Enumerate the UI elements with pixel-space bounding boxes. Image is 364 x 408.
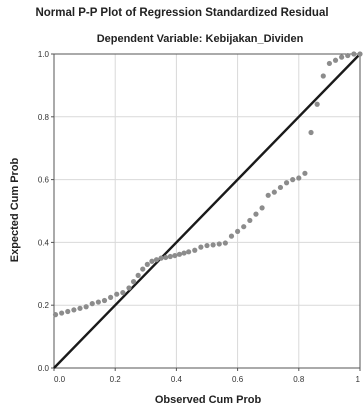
reference-line	[53, 53, 361, 369]
x-tick-label: 0.0	[54, 375, 66, 384]
data-point	[149, 258, 155, 264]
data-point	[339, 54, 345, 60]
data-point	[345, 52, 351, 59]
data-point	[271, 189, 277, 195]
x-tick-label: 0.4	[171, 375, 183, 384]
y-tick-label: 0.4	[38, 238, 50, 247]
data-point	[176, 251, 183, 257]
data-point	[101, 297, 108, 304]
data-point	[277, 184, 284, 191]
x-tick-label: 0.6	[232, 375, 244, 384]
data-point	[228, 233, 235, 239]
data-point	[95, 299, 101, 305]
y-tick-label: 0.6	[38, 176, 50, 185]
data-point	[332, 57, 339, 63]
data-point	[351, 51, 357, 57]
y-tick-label: 0.0	[38, 364, 50, 373]
data-point	[59, 310, 65, 316]
data-point	[216, 241, 222, 247]
data-point	[198, 244, 204, 250]
x-tick-label: 1	[356, 375, 361, 384]
data-point	[108, 294, 114, 300]
data-point	[77, 305, 83, 311]
data-point	[140, 266, 146, 272]
data-point	[204, 242, 210, 249]
data-point	[126, 285, 132, 291]
y-axis-title: Expected Cum Prob	[9, 157, 21, 262]
data-point	[167, 253, 173, 260]
data-point	[71, 307, 77, 313]
data-point	[172, 252, 178, 259]
data-point	[135, 272, 141, 278]
data-point	[144, 261, 150, 267]
grid-lines	[54, 54, 360, 368]
data-point	[241, 224, 247, 230]
data-points	[52, 51, 363, 318]
data-point	[296, 175, 302, 181]
data-point	[265, 192, 271, 198]
data-point	[283, 180, 290, 186]
data-point	[247, 217, 253, 224]
data-point	[89, 301, 95, 307]
y-tick-label: 0.2	[38, 301, 50, 310]
chart-subtitle: Dependent Variable: Kebijakan_Dividen	[97, 33, 304, 45]
data-point	[158, 255, 164, 261]
data-point	[259, 205, 265, 211]
data-point	[52, 312, 59, 318]
chart-title: Normal P-P Plot of Regression Standardiz…	[35, 7, 328, 19]
data-point	[153, 257, 160, 263]
x-tick-label: 0.2	[110, 375, 122, 384]
data-point	[83, 304, 89, 310]
data-point	[210, 242, 216, 248]
x-tick-label: 0.8	[293, 375, 305, 384]
data-point	[302, 170, 308, 176]
data-point	[222, 240, 228, 246]
data-point	[192, 247, 198, 253]
plot-frame	[53, 53, 361, 369]
data-point	[181, 250, 187, 256]
data-point	[290, 177, 296, 183]
data-point	[314, 101, 320, 107]
axis-ticks: 0.0 0.2 0.4 0.6 0.8 1 0.0 0.2 0.4 0.6 0.8 1.0	[38, 50, 361, 384]
data-point	[308, 129, 314, 136]
data-point	[235, 228, 241, 235]
data-point	[120, 290, 126, 296]
data-point	[326, 60, 332, 67]
y-tick-label: 1.0	[38, 50, 50, 59]
data-point	[130, 279, 137, 285]
data-point	[253, 211, 259, 217]
x-axis-title: Observed Cum Prob	[155, 394, 262, 406]
data-point	[320, 73, 326, 79]
data-point	[114, 291, 120, 297]
y-tick-label: 0.8	[38, 113, 50, 122]
data-point	[65, 308, 71, 315]
data-point	[186, 249, 192, 255]
data-point	[357, 51, 363, 57]
data-point	[163, 254, 169, 261]
